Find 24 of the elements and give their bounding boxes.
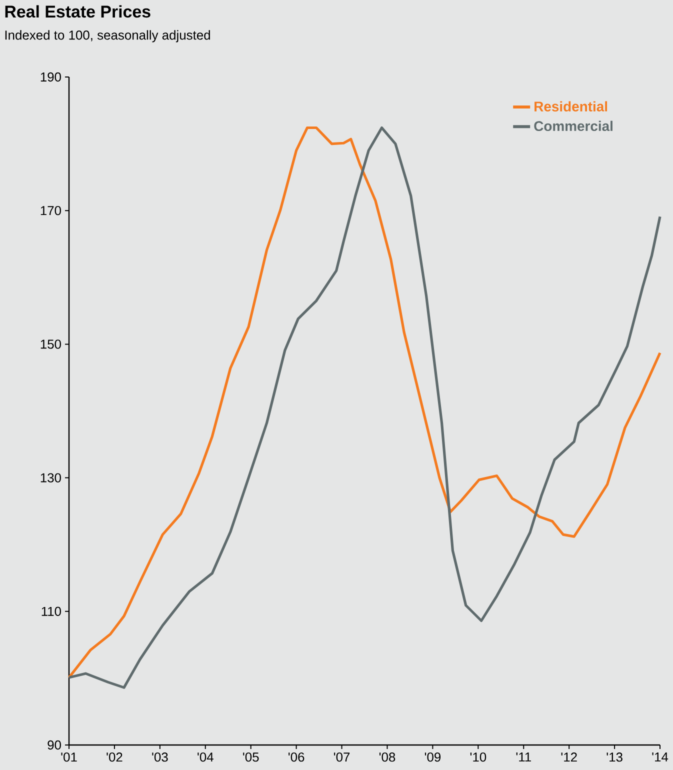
- x-tick-label: '12: [561, 752, 577, 762]
- y-tick-label: 190: [40, 72, 61, 82]
- y-tick-label: 110: [42, 606, 61, 616]
- legend-label: Commercial: [534, 120, 612, 132]
- x-tick-label: '05: [243, 752, 259, 762]
- x-tick-label: '04: [198, 752, 214, 762]
- x-tick-label: '02: [106, 752, 122, 762]
- x-tick-label: '09: [424, 752, 441, 762]
- x-tick-label: '13: [606, 752, 622, 762]
- chart-title: Real Estate Prices: [5, 5, 150, 18]
- y-tick-label: 150: [40, 340, 61, 349]
- x-tick-label: '01: [61, 752, 77, 762]
- x-tick-label: '06: [288, 752, 304, 762]
- legend-label: Residential: [534, 101, 608, 112]
- y-tick-label: 90: [48, 740, 61, 750]
- x-tick-label: '14: [652, 752, 668, 762]
- x-tick-label: '10: [470, 752, 486, 762]
- y-tick-label: 130: [40, 473, 61, 482]
- chart-subtitle: Indexed to 100, seasonally adjusted: [5, 30, 210, 42]
- x-tick-label: '11: [516, 752, 531, 762]
- x-tick-label: '03: [152, 752, 168, 762]
- y-tick-label: 170: [40, 206, 61, 216]
- x-tick-label: '08: [379, 752, 396, 762]
- x-tick-label: '07: [334, 752, 350, 762]
